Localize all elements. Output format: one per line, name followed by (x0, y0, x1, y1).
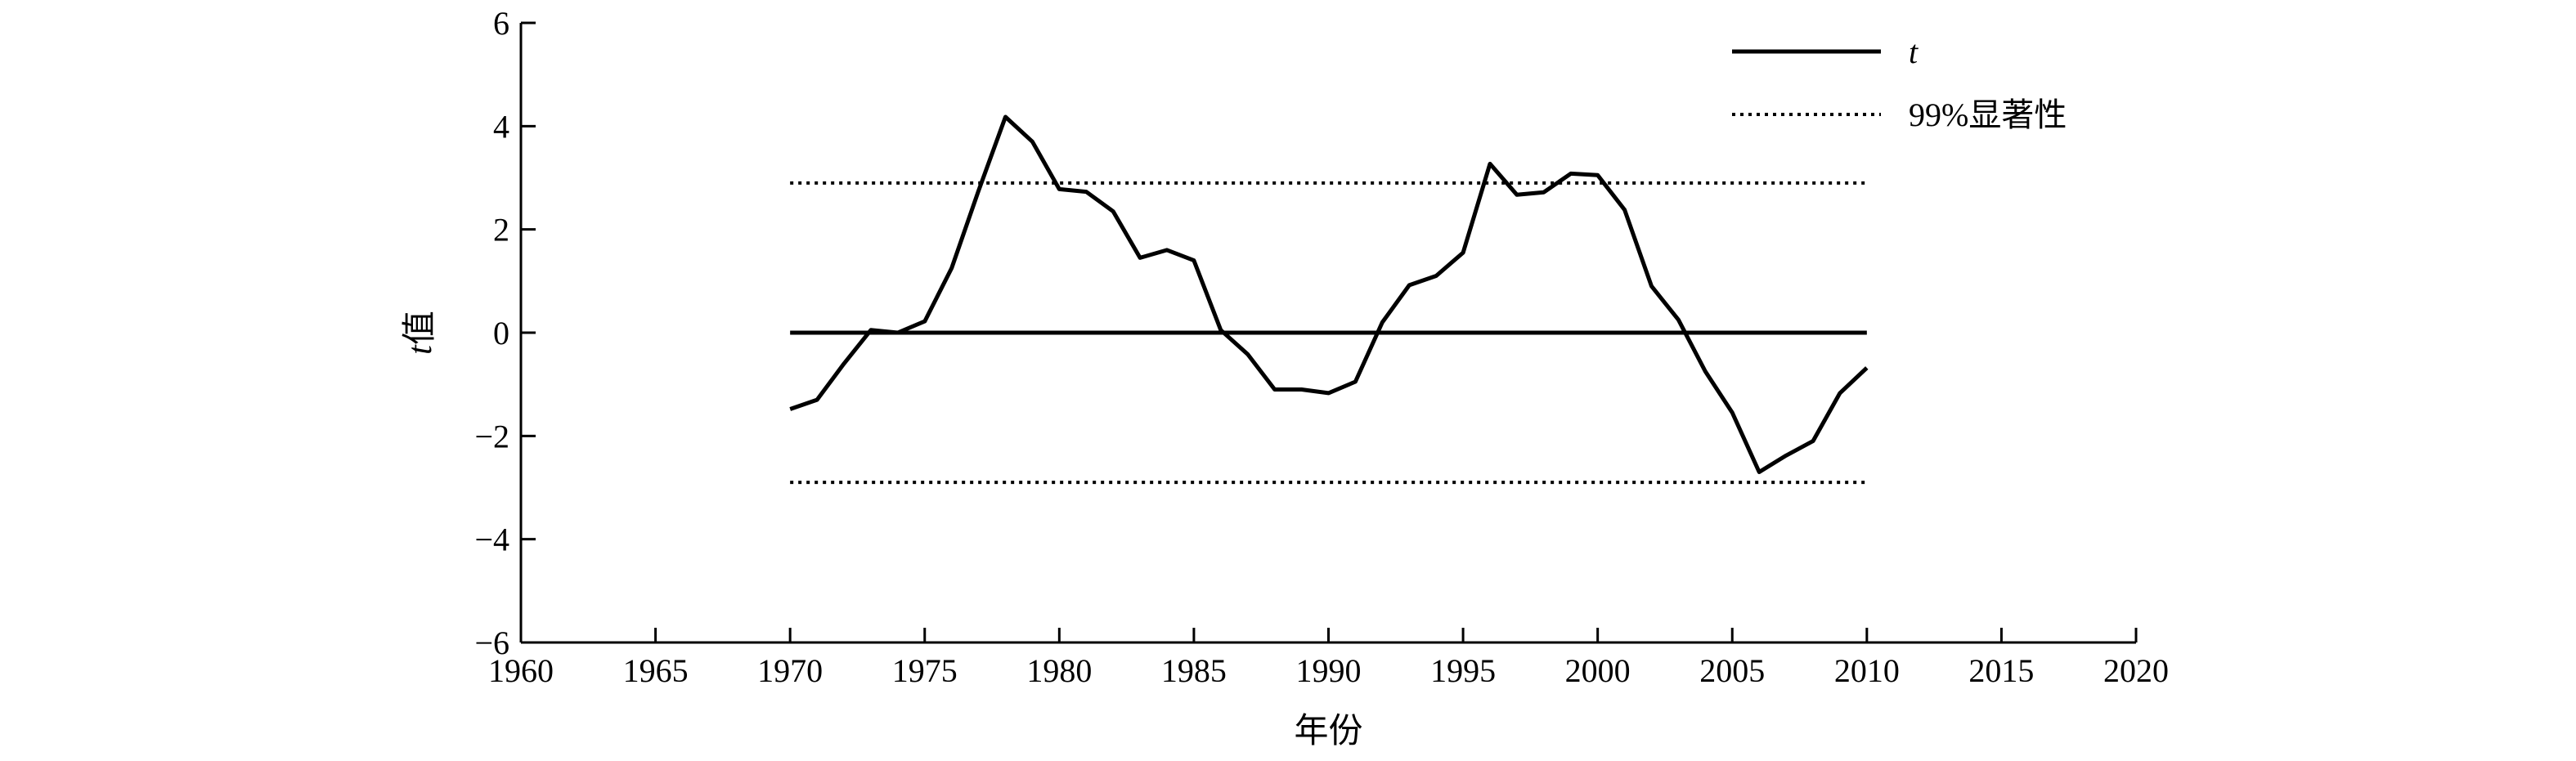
x-tick-label: 2000 (1565, 652, 1631, 689)
series-line-t (789, 114, 1869, 474)
axes: 1960 1965 1970 1975 1980 1985 1990 1995 2000 2005… (474, 5, 2169, 689)
y-ticks: 6 4 2 0 −2 −4 −6 (474, 5, 536, 661)
x-ticks: 1960 1965 1970 1975 1980 1985 1990 1995 2000 2005… (488, 628, 2169, 689)
x-tick-label: 2015 (1968, 652, 2034, 689)
y-tick-label: 2 (493, 212, 509, 248)
x-axis-title: 年份 (1294, 712, 1362, 750)
reference-lines (790, 181, 1867, 485)
x-tick-label: 1965 (623, 652, 689, 689)
series-layer (789, 114, 1869, 474)
y-tick-label: −6 (474, 624, 509, 661)
legend-label-t: t (1909, 34, 1919, 70)
y-tick-label: 0 (493, 315, 509, 351)
x-tick-label: 1970 (757, 652, 823, 689)
y-axis-title-var: t (402, 344, 439, 355)
x-tick-label: 1960 (488, 652, 554, 689)
x-tick-label: 1985 (1161, 652, 1227, 689)
x-tick-label: 1990 (1296, 652, 1362, 689)
x-tick-label: 1975 (892, 652, 958, 689)
y-tick-label: −4 (474, 522, 509, 558)
y-tick-label: 4 (493, 108, 509, 145)
y-axis-title-suffix: 值 (402, 311, 439, 345)
x-tick-label: 1995 (1430, 652, 1496, 689)
y-tick-label: 6 (493, 5, 509, 42)
x-tick-label: 1980 (1026, 652, 1092, 689)
x-tick-label: 2020 (2103, 652, 2169, 689)
legend: t 99%显著性 (1732, 34, 2067, 133)
x-tick-label: 2010 (1834, 652, 1900, 689)
y-tick-label: −2 (474, 418, 509, 454)
y-axis-title: t值 (402, 311, 439, 355)
legend-label-significance: 99%显著性 (1909, 96, 2067, 133)
x-tick-label: 2005 (1699, 652, 1765, 689)
